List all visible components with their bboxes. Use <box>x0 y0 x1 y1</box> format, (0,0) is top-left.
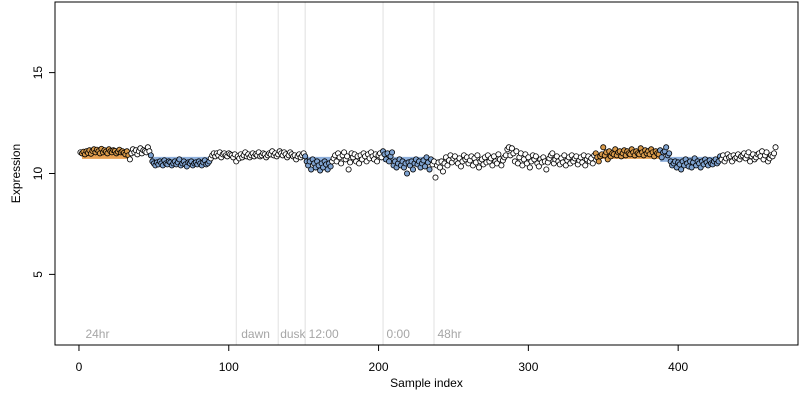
x-tick-label-1: 100 <box>219 360 239 374</box>
data-point <box>666 150 673 157</box>
data-point <box>338 160 345 167</box>
data-point <box>582 162 589 169</box>
data-point <box>344 153 351 160</box>
data-point <box>663 144 670 151</box>
x-axis: 0 100 200 300 400 <box>76 344 688 374</box>
annotation-3: 12:00 <box>309 327 339 341</box>
y-tick-label-1: 10 <box>31 167 45 181</box>
data-point <box>356 160 363 167</box>
annotation-0: 24hr <box>85 327 109 341</box>
data-point <box>422 163 429 170</box>
data-point <box>475 164 482 171</box>
y-axis-title: Expression <box>9 144 23 203</box>
data-point <box>327 163 334 170</box>
plot-frame <box>54 1 799 346</box>
data-point <box>410 166 417 173</box>
data-point <box>347 159 354 166</box>
data-point <box>439 168 446 175</box>
annotation-1: dawn <box>241 327 270 341</box>
data-point <box>772 144 779 151</box>
x-tick-label-3: 300 <box>518 360 538 374</box>
data-point <box>763 149 770 156</box>
data-point <box>549 150 556 157</box>
data-point <box>526 164 533 171</box>
x-tick-label-0: 0 <box>76 360 83 374</box>
annotations: 24hr dawn dusk 12:00 0:00 48hr <box>85 327 461 341</box>
data-point <box>302 153 309 160</box>
x-tick-label-4: 400 <box>668 360 688 374</box>
data-point <box>532 153 539 160</box>
data-point <box>457 163 464 170</box>
x-axis-title: Sample index <box>390 376 463 390</box>
data-point <box>474 152 481 159</box>
data-point <box>432 174 439 181</box>
data-point <box>126 156 133 163</box>
x-tick-label-2: 200 <box>369 360 389 374</box>
y-axis: 5 10 15 <box>31 66 56 278</box>
data-point <box>595 158 602 165</box>
data-point <box>386 158 393 165</box>
data-point <box>543 166 550 173</box>
data-point <box>678 166 685 173</box>
data-point <box>495 151 502 158</box>
data-point <box>658 154 665 161</box>
annotation-5: 48hr <box>437 327 461 341</box>
y-tick-label-0: 5 <box>31 271 45 278</box>
data-point <box>426 166 433 173</box>
vertical-reference-lines <box>235 2 435 345</box>
data-point <box>341 149 348 156</box>
annotation-2: dusk <box>280 327 306 341</box>
data-points <box>77 144 779 181</box>
data-point <box>374 158 381 165</box>
data-point <box>147 152 154 159</box>
data-point <box>498 162 505 169</box>
data-point <box>436 164 443 171</box>
data-point <box>345 166 352 173</box>
data-point <box>600 144 607 151</box>
data-point <box>389 149 396 156</box>
annotation-4: 0:00 <box>387 327 411 341</box>
data-point <box>589 160 596 167</box>
data-point <box>404 170 411 177</box>
data-point <box>535 163 542 170</box>
y-tick-label-2: 15 <box>31 66 45 80</box>
data-point <box>771 150 778 157</box>
